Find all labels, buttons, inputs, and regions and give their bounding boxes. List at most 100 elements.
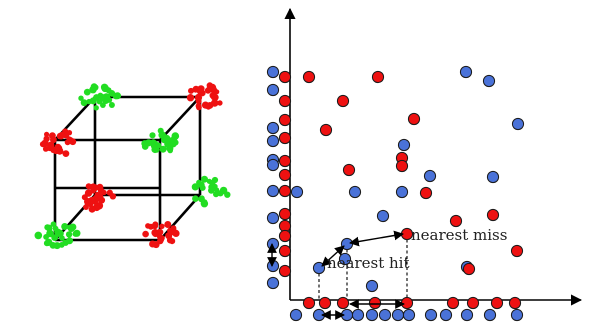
green-point xyxy=(100,83,109,91)
red-point xyxy=(278,131,292,145)
green-point xyxy=(97,92,104,99)
green-point xyxy=(78,95,84,101)
arrow-nearest-hit xyxy=(321,245,345,267)
red-cluster xyxy=(142,221,180,249)
red-point xyxy=(197,85,205,93)
green-point xyxy=(80,99,88,107)
cube-diagram xyxy=(34,82,231,250)
nearest-hit-label: nearest hit xyxy=(327,254,410,272)
red-point xyxy=(156,233,163,240)
green-point xyxy=(50,221,57,227)
blue-point xyxy=(376,209,390,223)
red-cluster xyxy=(186,82,223,111)
red-point xyxy=(278,168,292,182)
red-cluster xyxy=(39,128,77,158)
red-point xyxy=(508,296,522,310)
green-cluster xyxy=(141,127,180,154)
blue-point xyxy=(510,308,524,322)
red-point xyxy=(449,214,463,228)
green-point xyxy=(217,190,223,197)
blue-point xyxy=(289,308,303,322)
green-point xyxy=(61,223,69,230)
blue-point xyxy=(365,308,379,322)
red-point xyxy=(85,183,92,190)
green-point xyxy=(100,102,106,108)
blue-point xyxy=(266,134,280,148)
red-point xyxy=(83,204,89,211)
red-point xyxy=(419,186,433,200)
blue-point xyxy=(460,308,474,322)
red-point xyxy=(510,244,524,258)
red-point xyxy=(152,221,159,228)
red-point xyxy=(446,296,460,310)
blue-point xyxy=(290,185,304,199)
green-point xyxy=(141,140,149,147)
red-point xyxy=(194,93,203,102)
red-point xyxy=(96,183,104,191)
green-point xyxy=(149,132,156,139)
red-point xyxy=(278,207,292,221)
blue-point xyxy=(266,121,280,135)
red-point xyxy=(486,208,500,222)
red-point xyxy=(84,189,93,197)
green-point xyxy=(150,142,157,149)
cube-point-clusters xyxy=(34,82,231,250)
arrow-nearest-miss xyxy=(349,230,404,247)
nearest-miss-label: nearest miss xyxy=(411,226,507,244)
blue-point xyxy=(266,158,280,172)
green-point xyxy=(108,90,116,97)
red-point xyxy=(88,205,96,213)
red-point xyxy=(159,223,165,229)
blue-point xyxy=(266,259,280,273)
red-point xyxy=(210,94,218,101)
red-point xyxy=(278,94,292,108)
red-point xyxy=(319,123,333,137)
green-point xyxy=(45,224,53,231)
blue-point xyxy=(340,237,354,251)
distance-arrows xyxy=(267,230,405,320)
cube-edge xyxy=(159,194,201,241)
red-point xyxy=(62,150,70,158)
red-point xyxy=(336,94,350,108)
red-point xyxy=(63,129,70,136)
green-point xyxy=(114,92,122,100)
red-point xyxy=(109,193,117,200)
red-point xyxy=(302,70,316,84)
red-point xyxy=(466,296,480,310)
green-point xyxy=(52,225,59,232)
red-point xyxy=(278,229,292,243)
red-point xyxy=(195,103,202,109)
red-point xyxy=(278,70,292,84)
red-point xyxy=(59,131,66,139)
red-point xyxy=(188,87,194,94)
green-cluster xyxy=(191,175,231,208)
blue-point xyxy=(266,83,280,97)
red-point xyxy=(217,100,223,106)
green-point xyxy=(51,234,59,242)
scatter-points xyxy=(266,65,525,322)
cube-edge xyxy=(159,96,201,141)
red-point xyxy=(44,131,50,137)
blue-point xyxy=(266,237,280,251)
green-point xyxy=(90,83,98,91)
blue-point xyxy=(482,74,496,88)
red-point xyxy=(43,135,50,143)
blue-point xyxy=(395,185,409,199)
blue-point xyxy=(486,170,500,184)
blue-point xyxy=(391,308,405,322)
blue-point xyxy=(351,308,365,322)
blue-point xyxy=(266,184,280,198)
green-point xyxy=(89,97,97,105)
green-point xyxy=(93,105,99,111)
blue-point xyxy=(397,138,411,152)
red-point xyxy=(490,296,504,310)
red-point xyxy=(278,184,292,198)
red-point xyxy=(210,99,219,107)
green-point xyxy=(201,199,208,205)
blue-point xyxy=(439,308,453,322)
red-point xyxy=(368,296,382,310)
red-point xyxy=(142,230,149,238)
red-point xyxy=(186,94,195,102)
green-point xyxy=(65,231,73,238)
